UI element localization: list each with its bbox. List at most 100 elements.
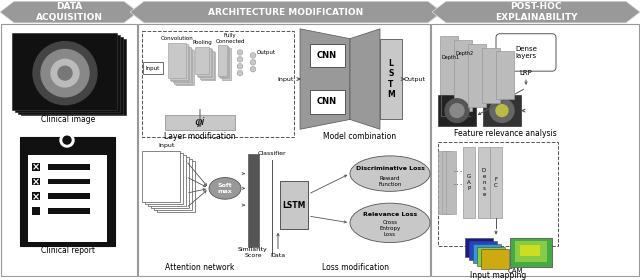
Text: Layer modification: Layer modification (164, 132, 236, 141)
Text: Input: Input (146, 66, 160, 71)
Bar (280, 181, 308, 229)
Bar (220, 47, 229, 78)
Text: Input mapping: Input mapping (470, 270, 526, 279)
Circle shape (41, 50, 89, 97)
Bar (490, 147, 502, 218)
Bar (198, 50, 212, 77)
Circle shape (237, 70, 243, 76)
Bar (510, 238, 552, 267)
Polygon shape (350, 29, 380, 129)
Text: L
S
T
M: L S T M (387, 59, 395, 99)
Bar (151, 157, 189, 208)
Text: ×: × (32, 163, 40, 173)
Text: Classifier: Classifier (258, 151, 286, 157)
Bar (173, 47, 191, 83)
Bar (310, 90, 345, 113)
Bar (138, 24, 430, 276)
Bar (219, 46, 228, 77)
Polygon shape (130, 1, 442, 23)
Circle shape (237, 57, 243, 62)
Text: Attention network: Attention network (165, 263, 235, 272)
Bar (12, 33, 117, 109)
Ellipse shape (350, 156, 430, 191)
Bar (442, 151, 452, 214)
Bar (477, 246, 505, 266)
Ellipse shape (209, 178, 241, 199)
Text: Clinical report: Clinical report (41, 246, 95, 255)
Bar (145, 153, 183, 204)
Text: ×: × (32, 192, 40, 202)
Text: Feature relevance analysis: Feature relevance analysis (454, 129, 556, 138)
Polygon shape (300, 29, 350, 129)
Bar (248, 154, 259, 248)
Text: CNN: CNN (317, 51, 337, 60)
Text: LRP: LRP (520, 70, 532, 76)
Bar (32, 192, 40, 200)
Circle shape (60, 133, 74, 147)
Text: Reward
Function: Reward Function (378, 176, 402, 187)
Bar (175, 50, 193, 85)
Bar (200, 51, 214, 79)
Ellipse shape (350, 203, 430, 242)
Bar (218, 45, 227, 76)
Bar (157, 161, 195, 212)
Bar (463, 147, 475, 218)
Text: Depth1: Depth1 (442, 55, 460, 60)
Text: Soft
max: Soft max (218, 183, 232, 194)
Bar (221, 48, 230, 80)
Text: POST-HOC
EXPLAINABILITY: POST-HOC EXPLAINABILITY (495, 2, 577, 22)
Bar (438, 151, 448, 214)
Text: φi: φi (195, 117, 205, 127)
Bar (438, 142, 558, 246)
Text: Input: Input (278, 76, 294, 81)
Text: Depth2: Depth2 (456, 51, 474, 56)
Bar (32, 178, 40, 185)
Bar (446, 151, 456, 214)
Bar (32, 207, 40, 215)
Bar (483, 95, 521, 126)
Circle shape (63, 136, 71, 144)
Bar (168, 43, 186, 78)
Bar (496, 52, 514, 99)
Text: LSTM: LSTM (282, 201, 306, 210)
Bar (1, 24, 137, 276)
Text: Input: Input (159, 143, 175, 148)
Bar (482, 48, 500, 103)
Circle shape (237, 64, 243, 69)
Bar (171, 46, 189, 81)
Bar (154, 159, 192, 210)
Bar (195, 46, 209, 74)
Bar (32, 163, 40, 171)
Text: ARCHITECTURE MODIFICATION: ARCHITECTURE MODIFICATION (209, 8, 364, 17)
Bar (174, 48, 192, 84)
Bar (142, 31, 294, 137)
Bar (48, 179, 90, 185)
Polygon shape (432, 1, 640, 23)
Text: Discriminative Loss: Discriminative Loss (356, 166, 424, 171)
Text: CNN: CNN (317, 97, 337, 106)
Circle shape (237, 50, 243, 55)
Polygon shape (0, 1, 138, 23)
Text: Dense
layers: Dense layers (515, 46, 537, 59)
Bar (440, 36, 458, 115)
Bar (48, 208, 90, 214)
Text: ...: ... (452, 178, 463, 188)
Bar (48, 193, 90, 199)
Text: Convolution: Convolution (161, 36, 193, 41)
Text: Output: Output (257, 50, 276, 55)
Text: Clinical image: Clinical image (41, 115, 95, 124)
Bar (438, 95, 476, 126)
Bar (20, 137, 115, 246)
Text: CAM: CAM (508, 268, 523, 274)
Text: Similarity
Score: Similarity Score (238, 247, 268, 258)
Bar (431, 24, 639, 276)
Text: Loss modification: Loss modification (321, 263, 388, 272)
Text: Data: Data (271, 253, 285, 258)
Bar (380, 39, 402, 120)
Text: F
C: F C (494, 177, 498, 188)
Bar (481, 249, 509, 269)
Bar (165, 115, 235, 130)
Bar (478, 147, 490, 218)
Text: ...: ... (452, 164, 463, 174)
Text: Fully
Connected: Fully Connected (215, 33, 244, 44)
